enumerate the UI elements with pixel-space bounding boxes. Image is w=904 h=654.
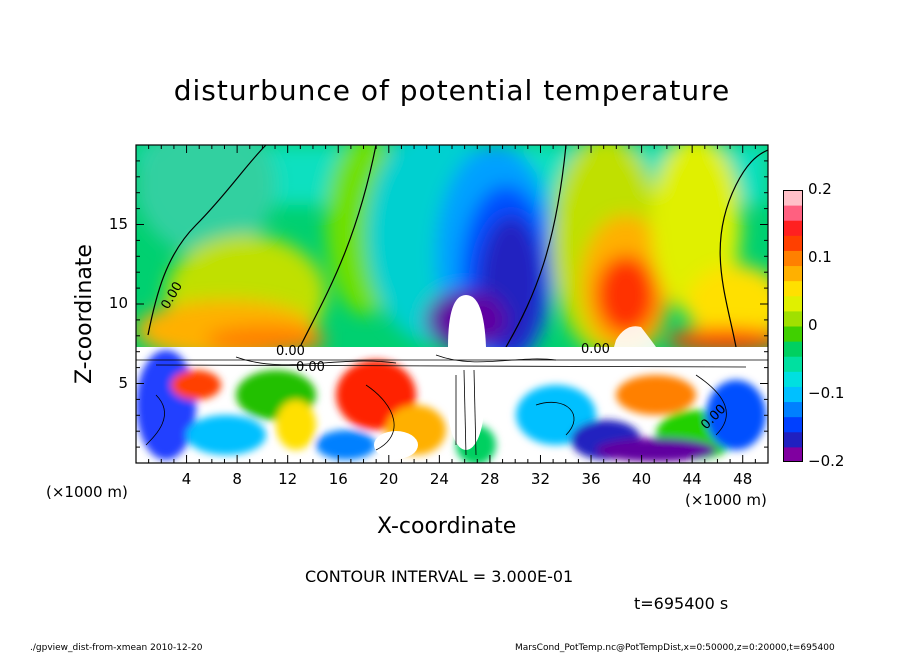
colorbar-swatch (783, 310, 803, 327)
x-unit-label-right: (×1000 m) (685, 491, 767, 509)
contour-interval-text: CONTOUR INTERVAL = 3.000E-01 (305, 567, 574, 586)
y-tick-label: 10 (108, 294, 128, 312)
x-tick-label: 12 (278, 470, 298, 488)
colorbar-swatch (783, 205, 803, 221)
colorbar-frame (783, 190, 803, 462)
contour-label: 0.00 (581, 342, 610, 357)
x-tick-label: 48 (733, 470, 753, 488)
boundary-layer-field (136, 347, 768, 463)
footer-right: MarsCond_PotTemp.nc@PotTempDist,x=0:5000… (515, 643, 835, 653)
colorbar-swatch (783, 235, 803, 251)
footer-left: ./gpview_dist-from-xmean 2010-12-20 (30, 643, 203, 653)
colorbar-swatch (783, 265, 803, 282)
x-tick-label: 20 (379, 470, 399, 488)
colorbar-swatch (783, 431, 803, 448)
x-tick-label: 16 (328, 470, 348, 488)
x-tick-label: 40 (632, 470, 652, 488)
colorbar (783, 190, 803, 462)
x-axis-label: X-coordinate (377, 514, 517, 539)
colorbar-swatch (783, 341, 803, 357)
plot-area: 0.00 0.00 0.00 0.00 0.00 (136, 145, 768, 463)
colorbar-swatch (783, 280, 803, 297)
colorbar-tick-label: −0.1 (808, 384, 845, 402)
y-tick-label: 5 (118, 373, 128, 392)
colorbar-swatch (783, 250, 803, 267)
colorbar-swatch (783, 386, 803, 403)
y-axis-label: Z-coordinate (72, 244, 97, 384)
contour-label: 0.00 (296, 360, 325, 375)
colorbar-tick-label: −0.2 (808, 452, 845, 470)
time-label: t=695400 s (634, 594, 729, 613)
colorbar-swatch (783, 295, 803, 312)
colorbar-swatch (783, 190, 803, 206)
colorbar-tick-label: 0.2 (808, 180, 832, 198)
x-tick-label: 8 (232, 470, 242, 488)
y-tick-label: 15 (108, 214, 128, 233)
upper-atmosphere-field (136, 145, 768, 347)
colorbar-swatch (783, 220, 803, 236)
chart-title: disturbunce of potential temperature (173, 74, 731, 107)
colorbar-tick-label: 0.1 (808, 248, 832, 266)
colorbar-swatch (783, 371, 803, 387)
colorbar-swatch (783, 356, 803, 372)
colorbar-swatch (783, 416, 803, 433)
contour-label: 0.00 (276, 344, 305, 359)
x-tick-label: 32 (530, 470, 551, 488)
heatmap-field: 0.00 0.00 0.00 0.00 0.00 (136, 145, 768, 463)
x-tick-label: 28 (480, 470, 500, 488)
colorbar-swatch (783, 446, 803, 462)
colorbar-swatch (783, 401, 803, 418)
x-tick-label: 36 (581, 470, 601, 488)
x-tick-label: 44 (682, 470, 702, 488)
x-unit-label-left: (×1000 m) (46, 483, 128, 501)
colorbar-tick-label: 0 (808, 316, 818, 334)
x-tick-label: 24 (429, 470, 449, 488)
x-tick-label: 4 (181, 470, 192, 488)
colorbar-swatch (783, 326, 803, 342)
